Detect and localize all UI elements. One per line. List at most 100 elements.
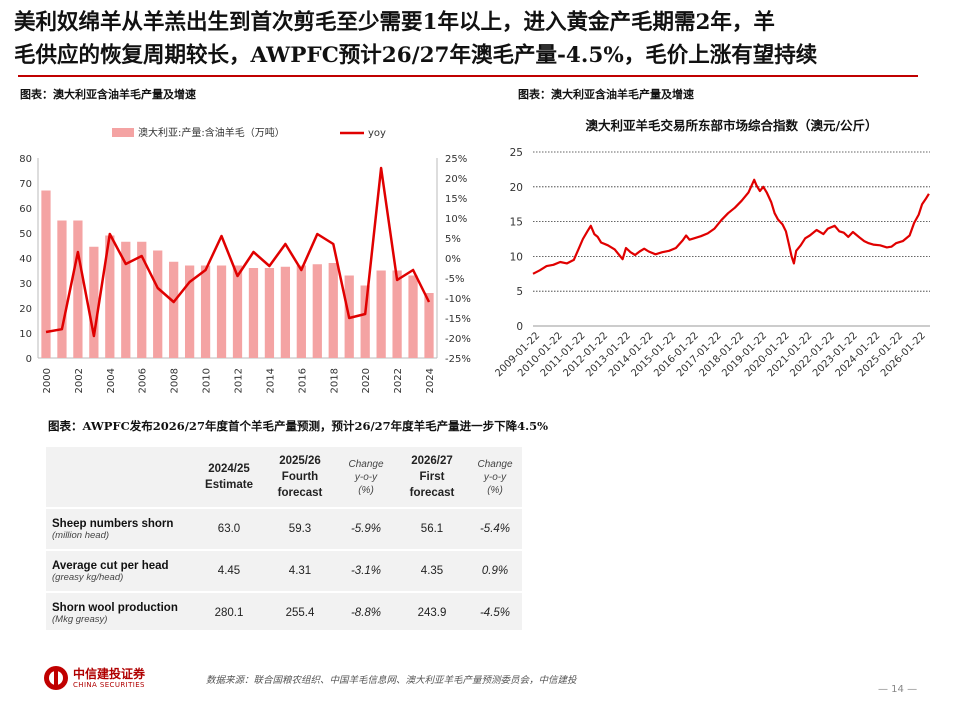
table-header-text: (%) [358,484,374,496]
bar [89,246,99,358]
table-header-text: 2024/25 [208,463,250,475]
x-tick-label: 2020 [361,368,372,393]
y-left-tick-label: 50 [19,229,32,240]
row-label: Shorn wool production [52,601,178,614]
y-tick-label: 15 [510,217,523,229]
table-cell: 59.3 [264,508,336,551]
table-header-text: Change [348,458,384,470]
bar [137,241,147,358]
bar [184,265,195,358]
y-tick-label: 20 [510,182,523,194]
y-tick-label: 5 [516,286,523,298]
bar [392,270,402,358]
legend-label-line: yoy [368,128,386,139]
table-header-text: 2025/26 [279,455,321,467]
y-right-tick-label: 20% [445,174,467,185]
table-cell: 63.0 [194,508,264,551]
y-tick-label: 0 [516,321,523,333]
table-cell: 255.4 [264,592,336,635]
bar [57,220,67,358]
caption-right-chart: 图表：澳大利亚含油羊毛产量及增速 [518,88,694,101]
bar [153,250,163,358]
legend-swatch-bar [112,128,134,137]
table-header-cell: 2026/27 First forecast [396,447,468,509]
y-left-tick-label: 40 [19,254,32,265]
table-cell: -8.8% [336,592,396,635]
bar [41,190,51,358]
y-left-tick-label: 30 [19,279,32,290]
wool-production-chart: 0 10 20 30 40 50 60 70 80 -25% -20% -15% -10% -5% 0% 5%… [19,126,471,393]
y-right-tick-label: 0% [445,254,461,265]
table-cell: -4.5% [468,592,522,635]
x-tick-label: 2006 [138,368,149,393]
bar [232,265,243,358]
x-tick-label: 2016 [297,368,308,393]
bar [216,265,227,358]
table-header-blank [46,447,194,509]
table-header-text: forecast [409,487,455,499]
title-divider [18,75,918,77]
logo-icon [44,666,68,690]
company-logo: 中信建投证券 CHINA SECURITIES [44,666,145,690]
y-tick-label: 25 [510,147,523,159]
table-cell: -5.9% [336,508,396,551]
table-header-text: y-o-y [354,471,378,483]
row-label-cell: Shorn wool production (Mkg greasy) [46,592,194,635]
x-tick-label: 2024 [425,368,436,393]
table-cell: -3.1% [336,550,396,593]
logo-text-en: CHINA SECURITIES [73,680,145,689]
wool-price-index-chart: 澳大利亚羊毛交易所东部市场综合指数（澳元/公斤）05101520252009-0… [495,118,930,379]
x-tick-label: 2012 [234,368,245,393]
y-left-tick-label: 20 [19,304,32,315]
bar [200,265,211,358]
table-header-row: 2024/25 Estimate 2025/26 Fourth forecast Ch… [46,447,522,509]
y-right-tick-label: 5% [445,234,461,245]
x-tick-label: 2022 [393,368,404,393]
y-right-tick-label: -15% [445,314,471,325]
table-cell: 243.9 [396,592,468,635]
row-label-cell: Average cut per head (greasy kg/head) [46,550,194,593]
table-header-cell: Change y-o-y (%) [468,447,522,509]
bar [105,235,115,358]
table-header-text: y-o-y [483,471,507,483]
table-header-cell: 2024/25 Estimate [194,447,264,509]
table-cell: 4.35 [396,550,468,593]
y-left-tick-label: 10 [19,329,32,340]
y-left-tick-label: 0 [26,354,32,365]
table-row: Sheep numbers shorn (million head) 63.0 59.… [46,508,522,551]
bar [360,285,370,358]
bar [408,275,418,358]
bar [328,263,338,358]
y-right-tick-label: 25% [445,154,467,165]
table-header-text: forecast [277,487,323,499]
x-tick-label: 2002 [74,368,85,393]
caption-table: 图表：AWPFC发布2026/27年度首个羊毛产量预测，预计26/27年度羊毛产… [48,419,549,433]
data-source-note: 数据来源：联合国粮农组织、中国羊毛信息网、澳大利亚羊毛产量预测委员会，中信建投 [206,675,577,686]
x-tick-label: 2008 [170,368,181,393]
title-line-2: 毛供应的恢复周期较长，AWPFC预计26/27年澳毛产量-4.5%，毛价上涨有望… [14,43,818,68]
bar [312,264,322,358]
caption-left-chart: 图表：澳大利亚含油羊毛产量及增速 [20,88,196,101]
bar [296,265,306,358]
y-right-tick-label: -5% [445,274,464,285]
bar [121,241,131,358]
bar [424,293,434,358]
table-header-text: Estimate [205,479,253,491]
bar [376,270,386,358]
x-tick-label: 2018 [329,368,340,393]
y-right-tick-label: -10% [445,294,471,305]
row-label: Sheep numbers shorn [52,517,174,530]
table-cell: 0.9% [468,550,522,593]
y-left-tick-label: 70 [19,179,32,190]
title-line-1: 美利奴绵羊从羊羔出生到首次剪毛至少需要1年以上，进入黄金产毛期需2年，羊 [14,10,775,35]
y-right-tick-label: 15% [445,194,467,205]
table-header-text: Fourth [281,471,319,483]
x-tick-label: 2000 [42,368,53,393]
x-tick-label: 2014 [265,368,276,393]
y-left-tick-label: 60 [19,204,32,215]
row-label-cell: Sheep numbers shorn (million head) [46,508,194,551]
bar [280,266,291,358]
y-tick-label: 10 [510,251,523,263]
y-left-tick-label: 80 [19,154,32,165]
y-right-tick-label: -20% [445,334,471,345]
